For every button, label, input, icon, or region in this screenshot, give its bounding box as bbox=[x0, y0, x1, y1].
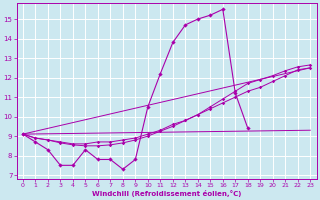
X-axis label: Windchill (Refroidissement éolien,°C): Windchill (Refroidissement éolien,°C) bbox=[92, 190, 241, 197]
